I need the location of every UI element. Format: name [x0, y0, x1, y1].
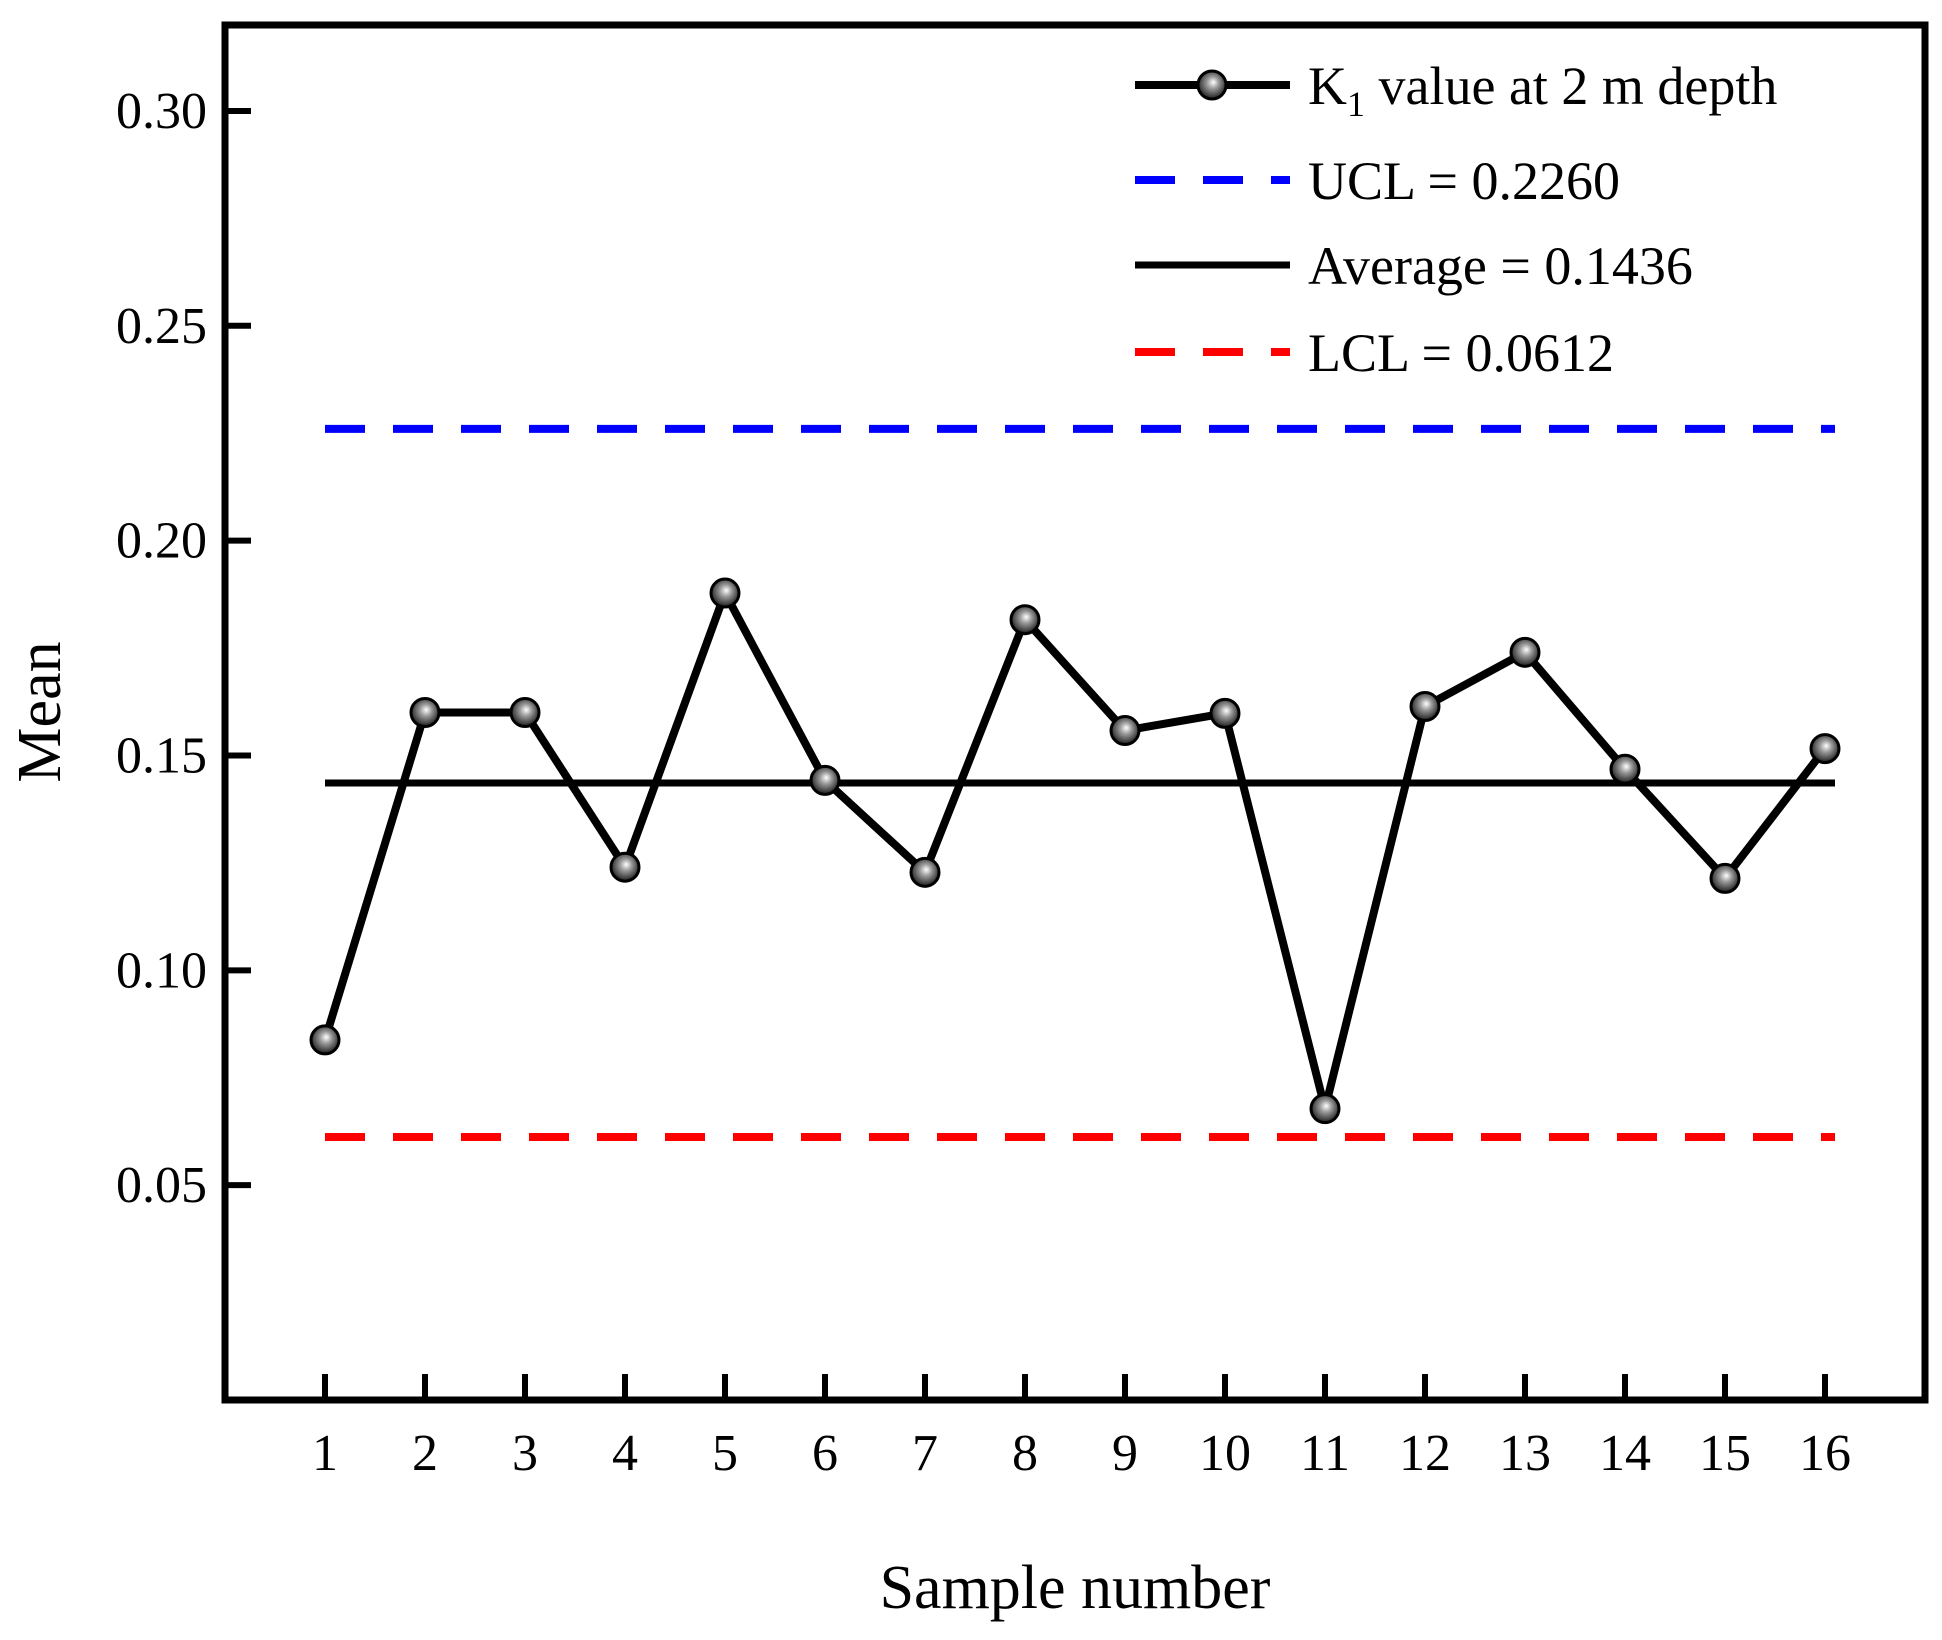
x-tick-label: 5	[712, 1425, 738, 1482]
x-tick-label: 6	[812, 1425, 838, 1482]
y-tick-label: 0.10	[116, 942, 207, 999]
plot-area-frame	[221, 21, 1929, 1404]
legend-ucl-label: UCL = 0.2260	[1308, 151, 1620, 211]
legend-series-label: K1 value at 2 m depth	[1308, 56, 1777, 124]
x-tick-label: 10	[1199, 1425, 1251, 1482]
x-tick-label: 2	[412, 1425, 438, 1482]
data-point	[1209, 697, 1241, 729]
x-tick-label: 7	[912, 1425, 938, 1482]
data-point	[1409, 690, 1441, 722]
x-tick-label: 16	[1799, 1425, 1851, 1482]
data-series	[309, 577, 1841, 1125]
data-point	[609, 851, 641, 883]
data-point	[1809, 733, 1841, 765]
data-point	[1009, 604, 1041, 636]
x-tick-label: 4	[612, 1425, 638, 1482]
y-axis-title: Mean	[6, 641, 74, 782]
legend-series-swatch-marker	[1196, 69, 1228, 101]
data-point	[1109, 715, 1141, 747]
y-tick-label: 0.25	[116, 298, 207, 355]
x-axis: 1 2 3 4 5 6 7 8 9 10 11 12 13 14 15 16	[312, 1374, 1851, 1482]
data-point	[1709, 862, 1741, 894]
legend: K1 value at 2 m depth UCL = 0.2260 Avera…	[1135, 56, 1777, 383]
x-tick-label: 13	[1499, 1425, 1551, 1482]
data-point	[409, 697, 441, 728]
series-line	[321, 589, 1829, 1113]
x-tick-label: 8	[1012, 1425, 1038, 1482]
x-tick-label: 3	[512, 1425, 538, 1482]
legend-average-label: Average = 0.1436	[1308, 236, 1693, 296]
x-tick-label: 9	[1112, 1425, 1138, 1482]
data-point	[909, 856, 941, 888]
legend-lcl-label: LCL = 0.0612	[1308, 323, 1614, 383]
reference-lines	[325, 424, 1835, 1142]
y-tick-label: 0.20	[116, 513, 207, 570]
x-axis-title: Sample number	[880, 1554, 1271, 1622]
data-point	[509, 697, 541, 728]
y-tick-label: 0.15	[116, 727, 207, 784]
x-tick-label: 12	[1399, 1425, 1451, 1482]
x-tick-label: 11	[1300, 1425, 1350, 1482]
y-tick-label: 0.30	[116, 83, 207, 140]
data-point	[1509, 636, 1541, 668]
x-tick-label: 14	[1599, 1425, 1651, 1482]
data-point	[709, 577, 741, 609]
x-tick-label: 15	[1699, 1425, 1751, 1482]
data-point	[1609, 753, 1641, 785]
y-axis: 0.05 0.10 0.15 0.20 0.25 0.30	[116, 83, 251, 1214]
data-point	[309, 1024, 341, 1056]
data-point	[809, 764, 841, 796]
data-point	[1309, 1093, 1341, 1125]
y-tick-label: 0.05	[116, 1157, 207, 1214]
x-tick-label: 1	[312, 1425, 338, 1482]
